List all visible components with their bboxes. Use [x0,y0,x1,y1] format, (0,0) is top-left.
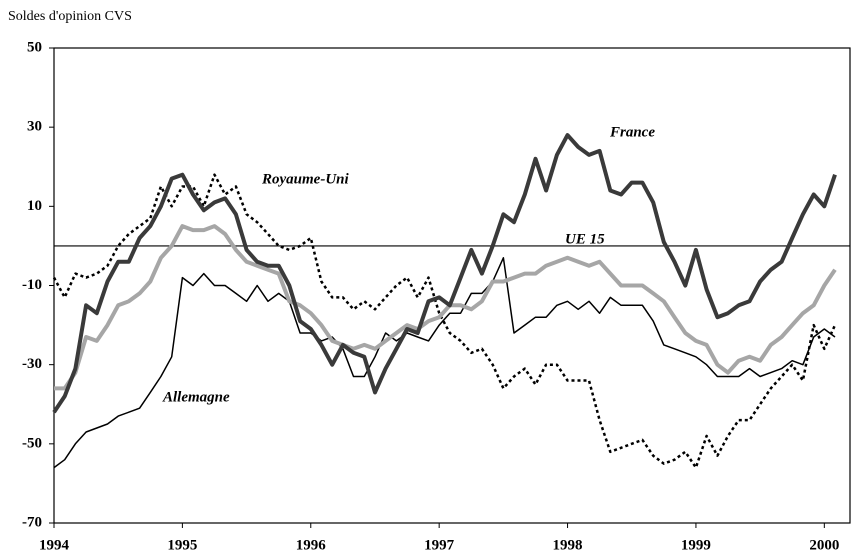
y-tick-label: -30 [22,356,42,372]
y-tick-label: -50 [22,435,42,451]
x-tick-label: 1994 [39,537,70,553]
y-tick-label: 10 [27,198,42,214]
series-label: UE 15 [565,231,605,247]
x-tick-label: 1998 [553,537,583,553]
series-label: Allemagne [162,389,230,405]
series-line [52,133,837,414]
y-tick-label: 30 [27,119,42,135]
y-tick-label: -70 [22,514,42,530]
y-tick-label: 50 [27,39,42,55]
chart-title: Soldes d'opinion CVS [8,9,132,24]
x-tick-label: 1999 [681,537,711,553]
series-line [53,257,836,469]
series-label: Royaume-Uni [261,171,350,187]
x-tick-label: 1997 [424,537,455,553]
plot-frame [53,47,851,524]
series-label: France [609,124,655,140]
x-tick-label: 2000 [809,537,839,553]
x-tick-label: 1996 [296,537,327,553]
series-line [52,173,837,469]
x-tick-label: 1995 [167,537,197,553]
y-tick-label: -10 [22,277,42,293]
series-line [54,224,837,391]
